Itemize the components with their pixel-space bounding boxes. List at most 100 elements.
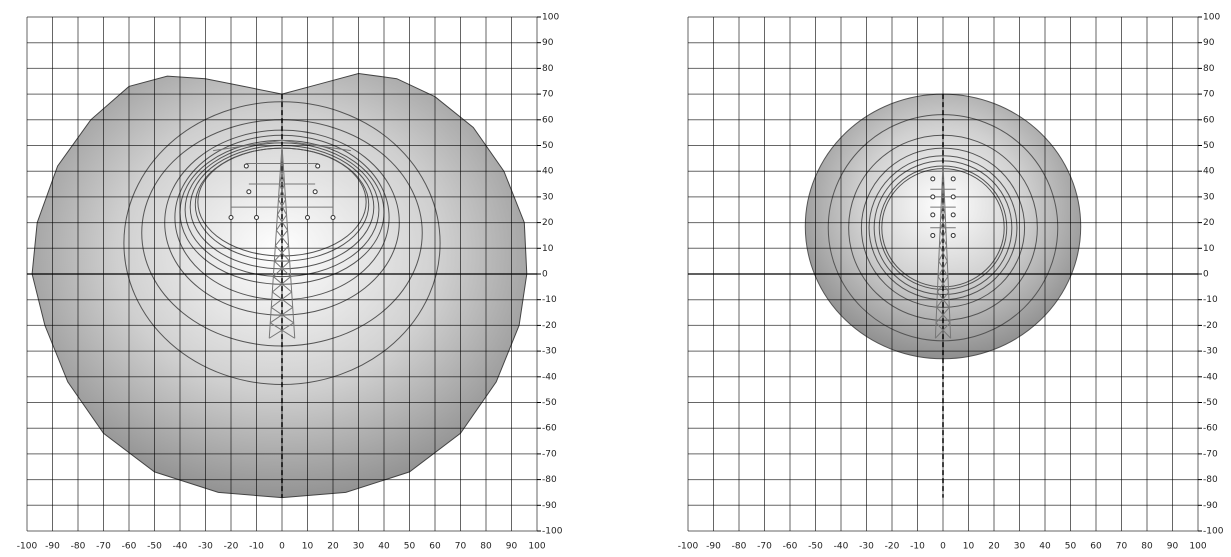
x-tick-label: 100	[1189, 542, 1206, 552]
x-tick-label: 10	[302, 542, 314, 552]
x-tick-label: 20	[327, 542, 339, 552]
y-tick-label: -100	[1203, 527, 1224, 537]
x-tick-label: -90	[45, 542, 60, 552]
y-tick-label: -10	[1203, 295, 1218, 305]
x-tick-label: 30	[1014, 542, 1026, 552]
y-tick-label: 60	[1203, 115, 1215, 125]
x-tick-label: 90	[1167, 542, 1179, 552]
conductor	[951, 213, 955, 217]
y-tick-label: 60	[542, 115, 554, 125]
conductor	[931, 195, 935, 199]
x-tick-label: -30	[198, 542, 213, 552]
y-tick-label: 30	[1203, 192, 1215, 202]
x-tick-label: -60	[122, 542, 137, 552]
x-tick-label: 20	[988, 542, 1000, 552]
y-tick-label: 0	[542, 270, 548, 280]
x-tick-label: -100	[17, 542, 38, 552]
conductor	[247, 190, 251, 194]
y-tick-label: -80	[542, 475, 557, 485]
conductor	[306, 215, 310, 219]
x-tick-label: -50	[147, 542, 162, 552]
conductor	[313, 190, 317, 194]
y-tick-label: 70	[1203, 90, 1215, 100]
x-tick-label: 90	[506, 542, 518, 552]
x-tick-label: -80	[71, 542, 86, 552]
conductor	[951, 233, 955, 237]
y-tick-label: -50	[542, 398, 557, 408]
x-tick-label: 100	[528, 542, 545, 552]
conductor	[931, 213, 935, 217]
y-tick-label: 30	[542, 192, 554, 202]
conductor	[331, 215, 335, 219]
x-tick-label: -10	[249, 542, 264, 552]
y-tick-label: 80	[542, 64, 554, 74]
panel: -100-90-80-70-60-50-40-30-20-10010203040…	[678, 13, 1224, 552]
y-tick-label: -30	[542, 347, 557, 357]
y-tick-label: -40	[542, 372, 557, 382]
y-tick-label: 90	[542, 38, 554, 48]
y-tick-label: 20	[542, 218, 554, 228]
y-tick-label: 80	[1203, 64, 1215, 74]
x-tick-label: 0	[940, 542, 946, 552]
x-tick-label: 50	[404, 542, 416, 552]
conductor	[229, 215, 233, 219]
y-tick-label: -90	[1203, 501, 1218, 511]
conductor	[951, 177, 955, 181]
x-tick-label: -30	[859, 542, 874, 552]
x-tick-label: -90	[706, 542, 721, 552]
x-tick-label: -70	[96, 542, 111, 552]
y-tick-label: -30	[1203, 347, 1218, 357]
x-tick-label: -20	[885, 542, 900, 552]
y-tick-label: -70	[1203, 449, 1218, 459]
x-tick-label: 70	[455, 542, 467, 552]
figure: -100-90-80-70-60-50-40-30-20-10010203040…	[0, 0, 1231, 553]
conductor	[931, 233, 935, 237]
y-tick-label: 70	[542, 90, 554, 100]
x-tick-label: 30	[353, 542, 365, 552]
x-tick-label: 40	[378, 542, 390, 552]
x-tick-label: -10	[910, 542, 925, 552]
y-tick-label: 0	[1203, 270, 1209, 280]
y-tick-label: 50	[542, 141, 554, 151]
y-tick-label: 100	[1203, 13, 1220, 23]
x-tick-label: -100	[678, 542, 699, 552]
y-tick-label: 40	[542, 167, 554, 177]
x-tick-label: 50	[1065, 542, 1077, 552]
y-tick-label: 10	[1203, 244, 1215, 254]
x-tick-label: -80	[732, 542, 747, 552]
y-tick-label: -10	[542, 295, 557, 305]
y-tick-label: -40	[1203, 372, 1218, 382]
x-tick-label: -40	[834, 542, 849, 552]
y-tick-label: -90	[542, 501, 557, 511]
y-tick-label: -80	[1203, 475, 1218, 485]
y-tick-label: -20	[1203, 321, 1218, 331]
x-tick-label: -60	[783, 542, 798, 552]
y-tick-label: 10	[542, 244, 554, 254]
x-tick-label: 70	[1116, 542, 1128, 552]
y-tick-label: 40	[1203, 167, 1215, 177]
y-tick-label: 50	[1203, 141, 1215, 151]
y-tick-label: 20	[1203, 218, 1215, 228]
y-tick-label: -20	[542, 321, 557, 331]
y-tick-label: -50	[1203, 398, 1218, 408]
x-tick-label: 80	[480, 542, 492, 552]
x-tick-label: -40	[173, 542, 188, 552]
conductor	[255, 215, 259, 219]
x-tick-label: 60	[429, 542, 441, 552]
x-tick-label: 0	[279, 542, 285, 552]
conductor	[931, 177, 935, 181]
y-tick-label: -60	[1203, 424, 1218, 434]
x-tick-label: 10	[963, 542, 975, 552]
x-tick-label: 40	[1039, 542, 1051, 552]
conductor	[316, 164, 320, 168]
conductor	[244, 164, 248, 168]
x-tick-label: 60	[1090, 542, 1102, 552]
x-tick-label: -70	[757, 542, 772, 552]
y-tick-label: -70	[542, 449, 557, 459]
conductor	[951, 195, 955, 199]
x-tick-label: 80	[1141, 542, 1153, 552]
y-tick-label: -60	[542, 424, 557, 434]
x-tick-label: -20	[224, 542, 239, 552]
y-tick-label: 90	[1203, 38, 1215, 48]
